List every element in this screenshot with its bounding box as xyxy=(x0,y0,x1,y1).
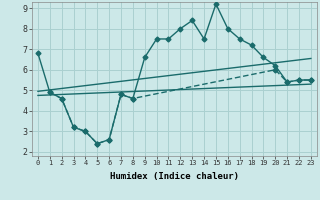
X-axis label: Humidex (Indice chaleur): Humidex (Indice chaleur) xyxy=(110,172,239,181)
